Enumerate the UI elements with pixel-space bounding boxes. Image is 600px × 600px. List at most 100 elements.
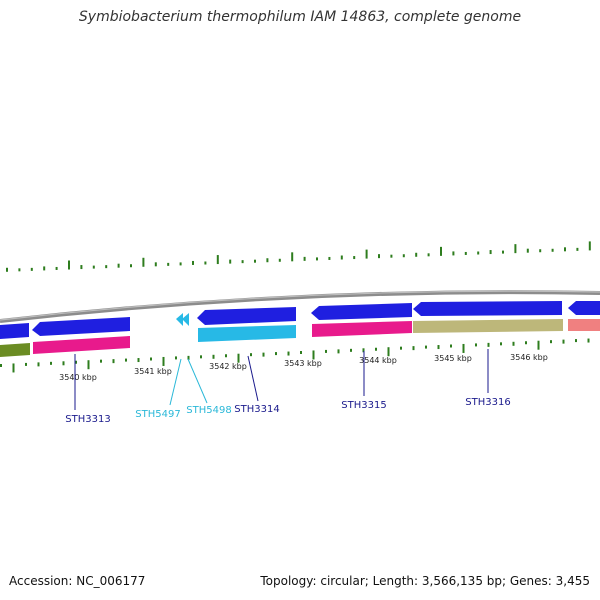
gene-arrow[interactable] [0, 323, 29, 339]
gc-tick [440, 246, 442, 256]
gc-tick [117, 263, 120, 268]
kbp-label: 3545 kbp [434, 354, 472, 363]
genome-backbone [0, 290, 600, 323]
genome-summary: Topology: circular; Length: 3,566,135 bp… [260, 574, 590, 588]
skew-tick [262, 352, 265, 357]
skew-tick [362, 348, 365, 353]
skew-tick [487, 342, 490, 347]
skew-tick [25, 362, 27, 366]
gc-tick [68, 260, 70, 270]
gc-tick [502, 250, 504, 254]
skew-tick [525, 341, 527, 345]
gene-arrow[interactable] [182, 313, 189, 326]
skew-tick [587, 338, 590, 343]
gc-tick [489, 250, 492, 255]
map-title: Symbiobacterium thermophilum IAM 14863, … [78, 9, 522, 25]
skew-tick [412, 346, 415, 351]
gene-arrow[interactable] [197, 307, 296, 325]
skew-tick [500, 342, 502, 346]
skew-tick [150, 357, 152, 361]
kbp-label: 3542 kbp [209, 362, 247, 371]
gene-arrow[interactable] [176, 313, 183, 326]
gc-tick [328, 256, 331, 260]
gene-arrow[interactable] [32, 317, 130, 336]
skew-tick [212, 354, 215, 359]
gc-tick [365, 249, 368, 259]
gc-tick [92, 265, 95, 269]
gene-block[interactable] [33, 336, 130, 354]
gene-arrow[interactable] [311, 303, 412, 320]
gene-label[interactable]: STH3314 [234, 404, 279, 415]
skew-tick [37, 362, 40, 367]
gc-tick [514, 244, 517, 254]
gc-tick [254, 259, 256, 263]
gene-leader-line [247, 355, 259, 402]
skew-tick [550, 340, 552, 344]
gc-tick [353, 256, 356, 260]
gc-tick [204, 261, 207, 265]
gc-tick [192, 260, 194, 265]
gc-tick [551, 248, 554, 252]
skew-tick [300, 351, 302, 354]
skew-tick [450, 344, 452, 348]
gene-label[interactable]: STH3316 [465, 397, 510, 408]
skew-tick [237, 353, 240, 363]
skew-tick [200, 355, 202, 359]
gene-arrow[interactable] [568, 301, 600, 315]
gene-block[interactable] [312, 321, 412, 337]
gc-tick [179, 262, 182, 266]
skew-tick [75, 360, 77, 364]
skew-tick [387, 347, 390, 357]
forward-strand-genes [0, 301, 600, 339]
gc-content-track [6, 241, 591, 272]
skew-tick [350, 348, 352, 352]
skew-tick [0, 364, 2, 367]
gc-tick [241, 260, 244, 264]
gc-tick [427, 253, 430, 257]
skew-tick [400, 346, 402, 350]
gene-block[interactable] [0, 343, 30, 357]
gene-label[interactable]: STH5497 [135, 409, 180, 420]
skew-tick [537, 340, 540, 350]
gc-tick [30, 267, 33, 271]
gc-tick [55, 266, 58, 270]
skew-tick [375, 347, 377, 351]
kbp-label: 3541 kbp [134, 367, 172, 376]
skew-tick [275, 352, 277, 356]
gc-tick [154, 262, 157, 267]
skew-tick [137, 358, 140, 363]
gene-arrow[interactable] [413, 301, 562, 316]
gc-tick [266, 258, 269, 263]
skew-tick [575, 339, 577, 343]
gene-block[interactable] [568, 319, 600, 331]
gc-tick [291, 252, 294, 262]
skew-tick [425, 345, 427, 349]
gc-tick [6, 267, 8, 272]
gene-labels: STH3313 STH5497 STH5498 STH3314 STH3315 STH33… [65, 349, 511, 425]
skew-tick [462, 343, 465, 353]
gene-label[interactable]: STH3313 [65, 414, 110, 425]
gene-block[interactable] [198, 325, 296, 342]
kbp-label: 3546 kbp [510, 353, 548, 362]
genome-backbone-highlight [0, 290, 600, 321]
gc-tick [588, 241, 591, 251]
skew-tick [312, 350, 315, 360]
gene-label[interactable]: STH5498 [186, 405, 231, 416]
gene-label[interactable]: STH3315 [341, 400, 386, 411]
skew-tick [87, 360, 90, 370]
cog-colored-genes [0, 319, 600, 357]
gc-tick [539, 249, 542, 253]
gc-tick [316, 257, 318, 261]
kbp-label: 3544 kbp [359, 356, 397, 365]
gc-tick [415, 252, 418, 257]
gc-tick [43, 266, 46, 271]
gene-block[interactable] [413, 319, 563, 333]
skew-tick [562, 339, 565, 344]
gene-leader-line [169, 358, 182, 406]
gc-tick [452, 251, 455, 256]
skew-tick [162, 356, 165, 366]
gc-tick [303, 256, 306, 261]
gc-tick [80, 265, 83, 270]
gc-tick [105, 265, 108, 269]
